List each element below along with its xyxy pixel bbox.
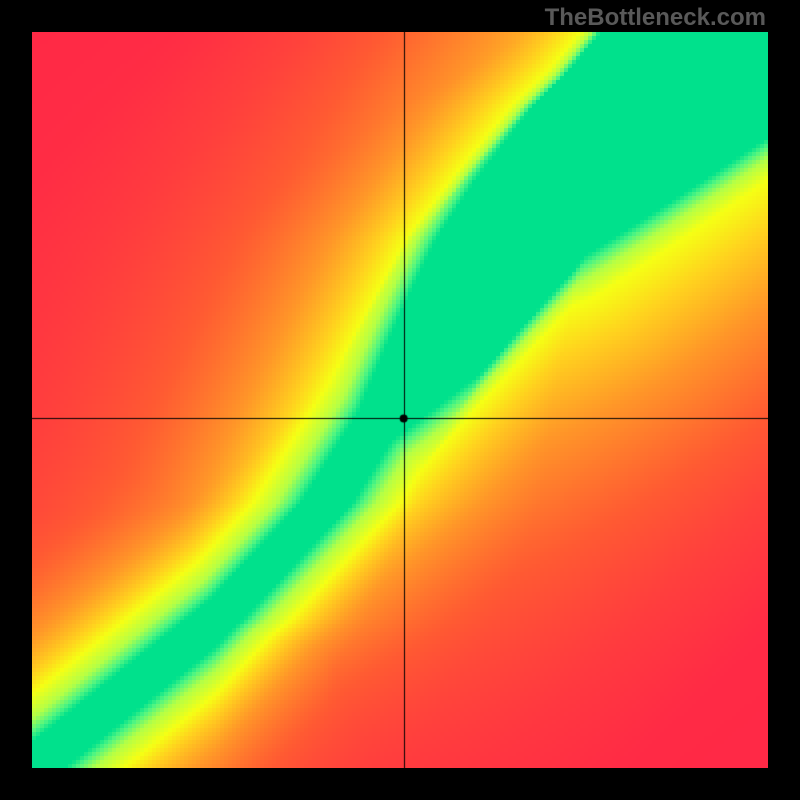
chart-container: TheBottleneck.com xyxy=(0,0,800,800)
crosshair-overlay xyxy=(32,32,768,768)
watermark-text: TheBottleneck.com xyxy=(545,4,766,32)
